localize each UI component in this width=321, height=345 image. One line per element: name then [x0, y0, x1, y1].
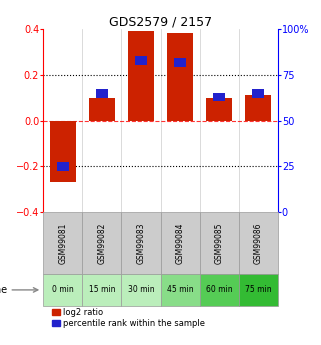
Text: 45 min: 45 min: [167, 285, 193, 294]
Bar: [89, 98, 115, 121]
Bar: [252, 89, 264, 98]
Bar: [200, 212, 239, 274]
Text: GSM99086: GSM99086: [254, 222, 263, 264]
Text: 30 min: 30 min: [128, 285, 154, 294]
Bar: [200, 274, 239, 306]
Text: GSM99084: GSM99084: [176, 222, 185, 264]
Bar: [82, 212, 121, 274]
Bar: [174, 58, 186, 67]
Bar: [121, 274, 160, 306]
Bar: [50, 121, 75, 182]
Text: time: time: [0, 285, 8, 295]
Bar: [239, 274, 278, 306]
Bar: [206, 98, 232, 121]
Bar: [239, 212, 278, 274]
Text: GSM99082: GSM99082: [97, 223, 107, 264]
Bar: [213, 92, 225, 101]
Bar: [43, 212, 82, 274]
Text: 60 min: 60 min: [206, 285, 232, 294]
Bar: [160, 274, 200, 306]
Text: 15 min: 15 min: [89, 285, 115, 294]
Text: 75 min: 75 min: [245, 285, 272, 294]
Legend: log2 ratio, percentile rank within the sample: log2 ratio, percentile rank within the s…: [52, 308, 205, 328]
Title: GDS2579 / 2157: GDS2579 / 2157: [109, 15, 212, 28]
Text: GSM99085: GSM99085: [214, 222, 224, 264]
Bar: [82, 274, 121, 306]
Bar: [57, 162, 69, 170]
Text: 0 min: 0 min: [52, 285, 74, 294]
Bar: [128, 31, 154, 121]
Text: GSM99083: GSM99083: [136, 222, 145, 264]
Bar: [135, 56, 147, 65]
Text: GSM99081: GSM99081: [58, 223, 67, 264]
Bar: [167, 33, 193, 121]
Bar: [43, 274, 82, 306]
Bar: [121, 212, 160, 274]
Bar: [246, 95, 271, 121]
Bar: [160, 212, 200, 274]
Bar: [96, 89, 108, 98]
